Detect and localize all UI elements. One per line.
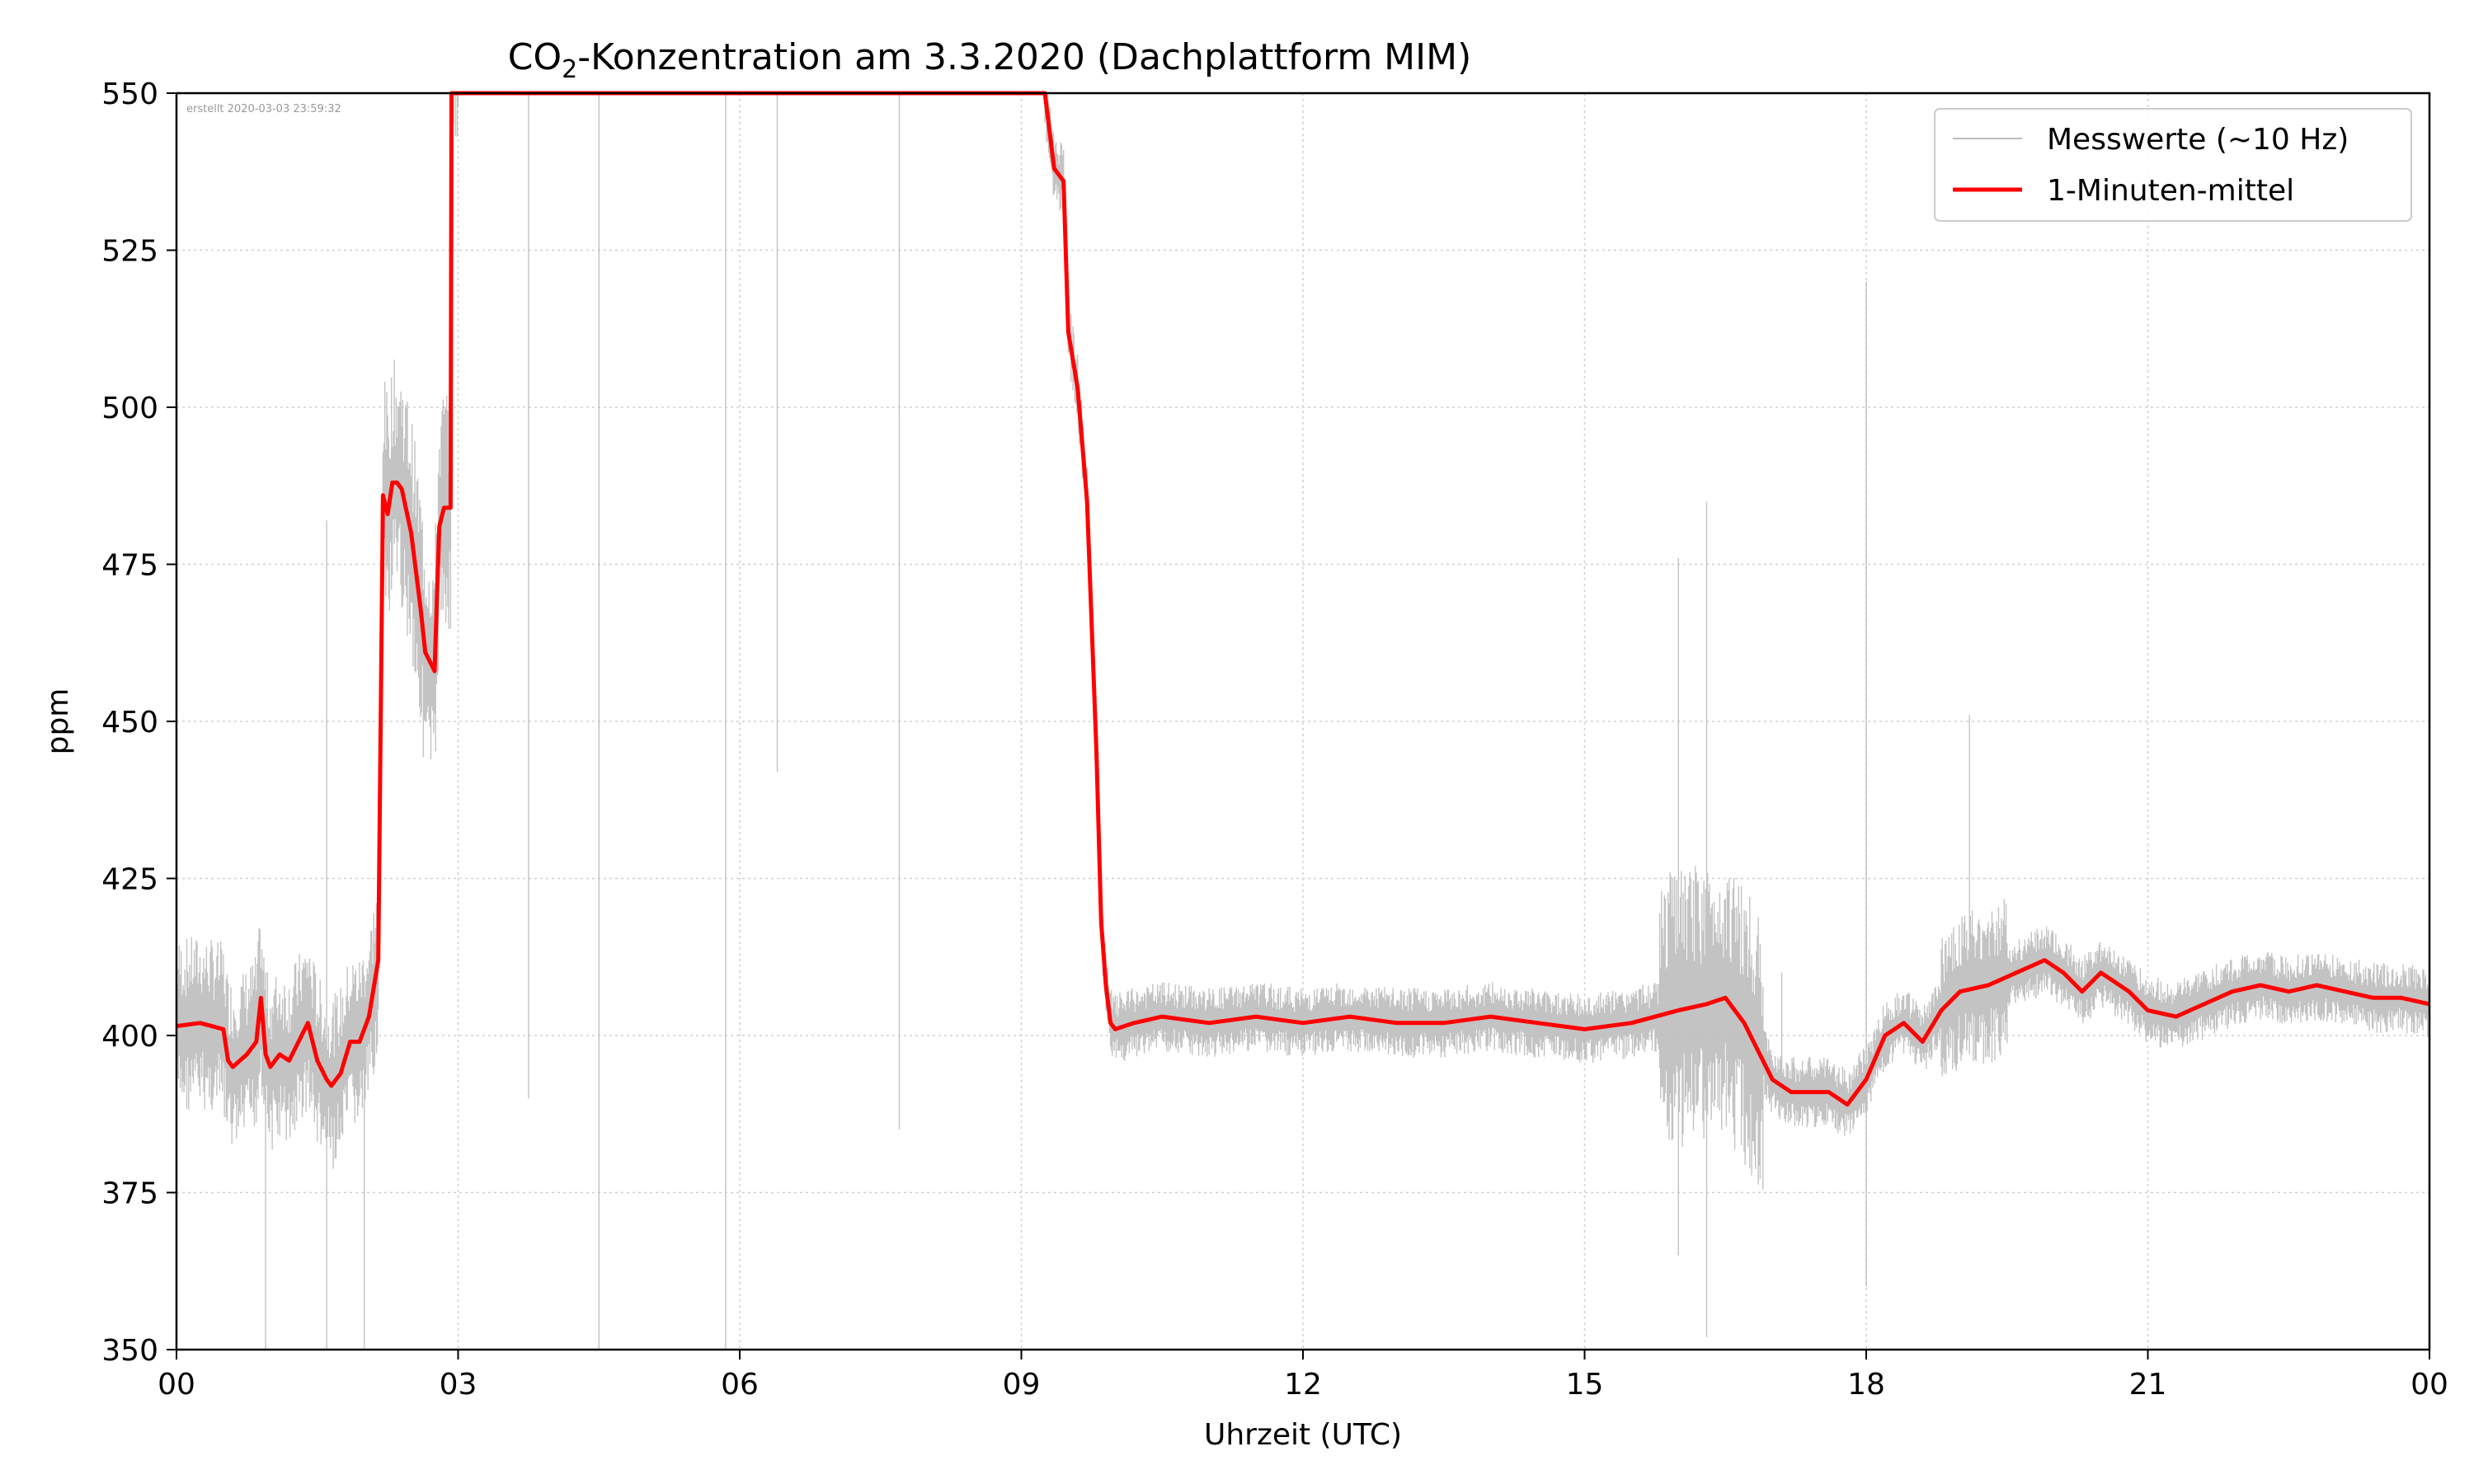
minute-mean-line [176, 91, 2430, 1107]
chart-title: CO2-Konzentration am 3.3.2020 (Dachplatt… [508, 36, 1472, 84]
x-tick-label: 12 [1284, 1368, 1322, 1402]
legend: Messwerte (~10 Hz) 1-Minuten-mittel [1934, 108, 2412, 222]
x-tick-label: 03 [440, 1368, 477, 1402]
legend-mean-label: 1-Minuten-mittel [2047, 174, 2294, 208]
y-tick-label: 525 [101, 235, 158, 269]
x-tick-label: 15 [1566, 1368, 1604, 1402]
y-axis-ticks: 350 375 400 425 450 475 500 525 550 [101, 77, 176, 1368]
x-tick-label: 00 [158, 1368, 195, 1402]
minute-mean-series [176, 91, 2430, 1107]
y-tick-label: 550 [101, 77, 158, 111]
y-tick-label: 425 [101, 863, 158, 897]
y-tick-label: 450 [101, 706, 158, 740]
x-tick-label: 06 [721, 1368, 759, 1402]
x-tick-label: 21 [2129, 1368, 2167, 1402]
x-tick-label: 00 [2411, 1368, 2448, 1402]
y-tick-label: 475 [101, 549, 158, 583]
chart-title-subscript: 2 [562, 55, 577, 84]
y-axis-label: ppm [41, 688, 75, 755]
y-tick-label: 500 [101, 392, 158, 425]
creation-stamp: erstellt 2020-03-03 23:59:32 [186, 103, 341, 115]
chart-title-main: CO [508, 36, 562, 78]
x-tick-label: 09 [1003, 1368, 1041, 1402]
legend-raw-label: Messwerte (~10 Hz) [2047, 123, 2349, 157]
x-tick-label: 18 [1847, 1368, 1885, 1402]
x-axis-ticks: 00 03 06 09 12 15 18 21 00 [158, 1350, 2448, 1402]
legend-box [1934, 108, 2412, 222]
y-tick-label: 350 [101, 1334, 158, 1368]
chart-title-rest: -Konzentration am 3.3.2020 (Dachplattfor… [577, 36, 1471, 78]
y-tick-label: 375 [101, 1177, 158, 1211]
x-axis-label: Uhrzeit (UTC) [1204, 1418, 1402, 1452]
y-tick-label: 400 [101, 1020, 158, 1054]
